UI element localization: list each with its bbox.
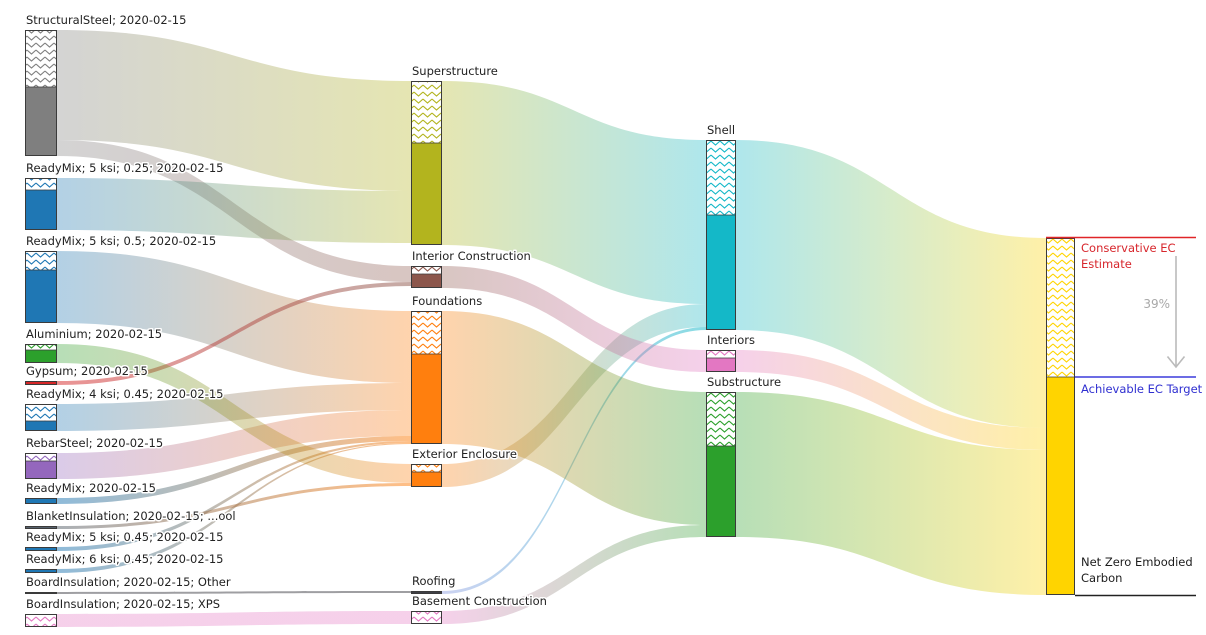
- node-boardx[interactable]: [25, 614, 57, 627]
- label-sub: Substructure: [707, 375, 781, 389]
- node-rm525[interactable]: [25, 178, 57, 230]
- node-roof[interactable]: [411, 591, 442, 594]
- flow-boardx-base[interactable]: [57, 611, 411, 627]
- node-rebar[interactable]: [25, 453, 57, 479]
- label-found: Foundations: [412, 294, 482, 308]
- reduction-percentage: 39%: [1143, 297, 1170, 311]
- label-base: Basement Construction: [412, 594, 547, 608]
- node-ic[interactable]: [411, 266, 442, 288]
- achievable-target-label: Achievable EC Target: [1081, 382, 1203, 396]
- node-boardo[interactable]: [25, 592, 57, 594]
- node-s_steel[interactable]: [25, 30, 57, 156]
- flow-found-sub[interactable]: [442, 311, 706, 525]
- label-s_steel: StructuralSteel; 2020-02-15: [26, 13, 186, 27]
- label-sup: Superstructure: [412, 64, 498, 78]
- netzero-label: Net Zero Embodied Carbon: [1081, 555, 1193, 585]
- label-inter: Interiors: [707, 333, 755, 347]
- node-alu[interactable]: [25, 344, 57, 363]
- label-roof: Roofing: [412, 574, 455, 588]
- label-rm645: ReadyMix; 6 ksi; 0.45; 2020-02-15: [26, 552, 223, 566]
- node-rm445[interactable]: [25, 404, 57, 431]
- flow-rm545-found[interactable]: [57, 441, 411, 551]
- node-shell[interactable]: [706, 140, 736, 330]
- nodes-layer: [25, 30, 1075, 627]
- flow-s_steel-sup[interactable]: [57, 30, 411, 191]
- label-shell: Shell: [707, 123, 735, 137]
- sankey-layer: StructuralSteel; 2020-02-15 ReadyMix; 5 k…: [25, 12, 1075, 627]
- label-rm445: ReadyMix; 4 ksi; 0.45; 2020-02-15: [26, 387, 223, 401]
- node-rm645[interactable]: [25, 569, 57, 573]
- flow-sup-shell[interactable]: [442, 81, 706, 304]
- node-blanket[interactable]: [25, 526, 57, 529]
- flow-rm645-found[interactable]: [57, 443, 411, 573]
- node-rm545[interactable]: [25, 547, 57, 551]
- conservative-estimate-label: Conservative EC Estimate: [1081, 241, 1176, 271]
- flow-shell-ec[interactable]: [736, 140, 1046, 428]
- label-ic: Interior Construction: [412, 249, 531, 263]
- node-rm55[interactable]: [25, 251, 57, 323]
- label-rm55: ReadyMix; 5 ksi; 0.5; 2020-02-15: [26, 234, 216, 248]
- node-sub[interactable]: [706, 392, 736, 537]
- label-ext: Exterior Enclosure: [412, 447, 517, 461]
- node-ext[interactable]: [411, 464, 442, 487]
- flow-ic-inter[interactable]: [442, 266, 706, 372]
- label-alu: Aluminium; 2020-02-15: [26, 327, 162, 341]
- label-boardo: BoardInsulation; 2020-02-15; Other: [26, 575, 231, 589]
- label-rm545: ReadyMix; 5 ksi; 0.45; 2020-02-15: [26, 530, 223, 544]
- node-found[interactable]: [411, 311, 442, 444]
- node-inter[interactable]: [706, 350, 736, 372]
- flow-sub-ec[interactable]: [736, 392, 1046, 595]
- node-base[interactable]: [411, 611, 442, 624]
- flow-alu-ext[interactable]: [57, 344, 411, 483]
- label-rm525: ReadyMix; 5 ksi; 0.25; 2020-02-15: [26, 161, 223, 175]
- flow-base-sub[interactable]: [442, 525, 706, 624]
- flow-rmgen-found[interactable]: [57, 436, 411, 504]
- label-blanket: BlanketInsulation; 2020-02-15; ...ool: [26, 509, 236, 523]
- flow-gyp-ic[interactable]: [57, 282, 411, 385]
- label-boardx: BoardInsulation; 2020-02-15; XPS: [26, 597, 220, 611]
- flow-rm55-found[interactable]: [57, 251, 411, 383]
- flow-rebar-found[interactable]: [57, 410, 411, 479]
- labels-layer: StructuralSteel; 2020-02-15 ReadyMix; 5 k…: [25, 12, 783, 613]
- label-rebar: RebarSteel; 2020-02-15: [26, 436, 163, 450]
- flow-boardo-roof[interactable]: [57, 591, 411, 594]
- flow-rm525-sup[interactable]: [57, 178, 411, 243]
- label-gyp: Gypsum; 2020-02-15: [26, 364, 148, 378]
- reduction-arrow-icon: [1166, 256, 1186, 369]
- flow-inter-ec[interactable]: [736, 350, 1046, 450]
- node-gyp[interactable]: [25, 381, 57, 385]
- flow-blanket-ext[interactable]: [57, 483, 411, 529]
- flows-layer: [57, 30, 1046, 627]
- label-rmgen: ReadyMix; 2020-02-15: [26, 481, 156, 495]
- node-sup[interactable]: [411, 81, 442, 245]
- node-rmgen[interactable]: [25, 498, 57, 504]
- node-ec[interactable]: [1046, 238, 1075, 595]
